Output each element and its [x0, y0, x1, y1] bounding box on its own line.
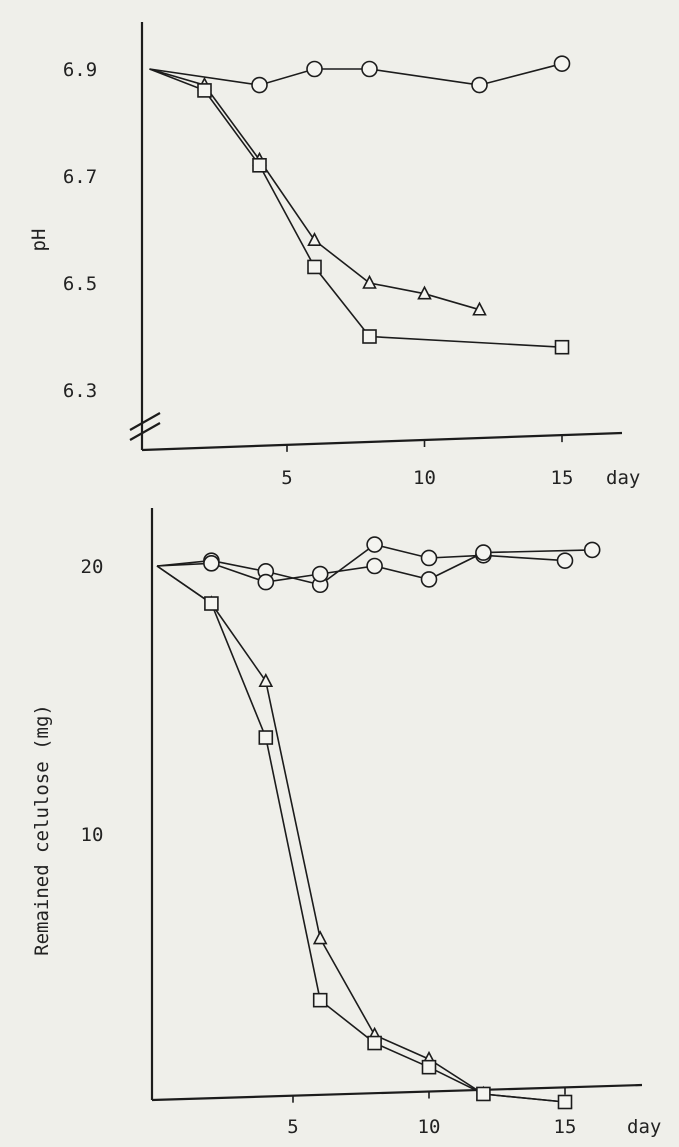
cellulose-chart: Remained celulose (mg) day 10 20 5 10 15	[31, 508, 661, 1138]
ph-xlabel: day	[606, 467, 640, 489]
cellulose-triangle-marker	[312, 930, 328, 945]
cellulose-square-marker	[476, 1086, 491, 1102]
ph-y-tick-label: 6.5	[63, 273, 97, 295]
ph-y-tick-label: 6.3	[63, 380, 97, 402]
cellulose-x-axis	[151, 1083, 643, 1102]
cellulose-circle-marker	[366, 536, 383, 553]
ph-ylabel: pH	[28, 229, 50, 252]
ph-series-line	[149, 62, 563, 86]
cellulose-square-marker	[258, 730, 274, 745]
ph-axis-break	[129, 412, 161, 441]
cellulose-circle-marker	[420, 549, 438, 567]
ph-x-tick-label: 10	[413, 467, 436, 489]
cellulose-x-tick-label: 10	[418, 1116, 441, 1138]
ph-series-line	[149, 68, 563, 348]
cellulose-circle-marker	[203, 555, 220, 572]
cellulose-circle-marker	[311, 565, 329, 583]
cellulose-ylabel: Remained celulose (mg)	[31, 704, 53, 956]
cellulose-y-tick-label: 20	[81, 556, 104, 578]
cellulose-series-square-3	[156, 565, 573, 1110]
ph-x-tick-labels: 5 10 15	[281, 435, 573, 489]
ph-circle-marker	[361, 60, 378, 78]
cellulose-circle-marker	[475, 544, 492, 561]
ph-y-tick-label: 6.9	[63, 59, 97, 81]
cellulose-square-marker	[204, 596, 219, 611]
ph-triangle-marker	[417, 285, 432, 300]
cellulose-series-circle-1	[156, 541, 601, 591]
ph-circle-marker	[553, 55, 571, 72]
cellulose-y-tick-labels: 10 20	[81, 556, 104, 846]
cellulose-circle-marker	[257, 573, 275, 591]
cellulose-square-marker	[557, 1094, 573, 1110]
ph-y-tick-label: 6.7	[63, 166, 97, 188]
cellulose-x-tick-labels: 5 10 15	[287, 1087, 576, 1138]
cellulose-triangle-marker	[258, 673, 274, 688]
ph-square-marker	[554, 339, 570, 355]
ph-triangle-marker	[307, 231, 322, 246]
cellulose-series-line	[156, 565, 566, 1103]
cellulose-circle-marker	[366, 557, 383, 575]
ph-series	[149, 55, 571, 355]
ph-circle-marker	[471, 76, 488, 94]
ph-square-marker	[307, 259, 322, 275]
ph-chart: pH day 6.3 6.5 6.7 6.9 5 10 15	[28, 22, 640, 489]
ph-series-triangle-1	[149, 68, 487, 316]
ph-series-circle-0	[149, 55, 571, 94]
cellulose-series-triangle-2	[156, 565, 573, 1108]
cellulose-y-tick-label: 10	[81, 824, 104, 846]
ph-series-square-2	[149, 68, 570, 355]
ph-circle-marker	[251, 76, 268, 94]
ph-circle-marker	[306, 60, 323, 78]
cellulose-square-marker	[421, 1059, 437, 1075]
ph-square-marker	[252, 158, 267, 173]
cellulose-series	[156, 536, 601, 1110]
cellulose-circle-marker	[556, 552, 574, 569]
ph-square-marker	[362, 329, 377, 344]
ph-x-axis	[141, 431, 623, 452]
ph-x-tick-label: 5	[281, 467, 292, 489]
cellulose-circle-marker	[583, 541, 601, 559]
ph-y-tick-labels: 6.3 6.5 6.7 6.9	[63, 59, 97, 402]
ph-triangle-marker	[362, 274, 377, 289]
ph-square-marker	[197, 83, 212, 98]
cellulose-square-marker	[367, 1035, 382, 1051]
ph-triangle-marker	[472, 301, 487, 316]
cellulose-series-line	[156, 543, 566, 586]
ph-x-tick-label: 15	[551, 467, 574, 489]
cellulose-series-line	[156, 549, 593, 583]
cellulose-series-line	[156, 565, 566, 1103]
cellulose-x-tick-label: 15	[554, 1116, 577, 1138]
cellulose-xlabel: day	[627, 1116, 661, 1138]
cellulose-circle-marker	[420, 571, 438, 588]
cellulose-x-tick-label: 5	[287, 1116, 298, 1138]
cellulose-square-marker	[312, 992, 328, 1008]
